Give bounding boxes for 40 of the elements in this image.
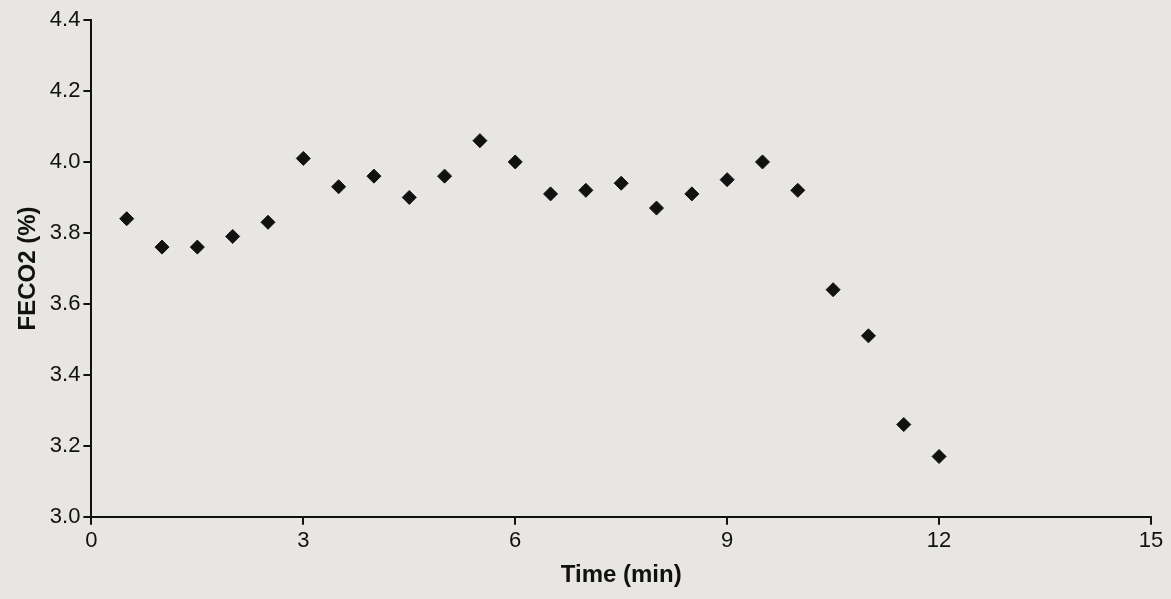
point xyxy=(543,186,559,202)
x-tick-label: 3 xyxy=(297,527,310,553)
point xyxy=(825,282,841,298)
point xyxy=(507,154,523,170)
point xyxy=(896,417,912,433)
point xyxy=(189,239,205,255)
y-tick-label: 3.6 xyxy=(49,289,81,315)
x-tick-label: 9 xyxy=(721,527,734,553)
point xyxy=(578,182,594,198)
point xyxy=(649,200,665,216)
point xyxy=(613,175,629,191)
point xyxy=(754,154,770,170)
point xyxy=(684,186,700,202)
point xyxy=(437,168,453,184)
y-tick-label: 4.4 xyxy=(49,6,81,32)
point xyxy=(401,189,417,205)
point xyxy=(225,228,241,244)
x-tick-label: 15 xyxy=(1138,527,1164,553)
point xyxy=(331,179,347,195)
x-tick-label: 12 xyxy=(926,527,952,553)
y-axis-title: FECO2 (%) xyxy=(13,206,41,331)
y-tick-label: 4.2 xyxy=(49,77,81,103)
point xyxy=(366,168,382,184)
point xyxy=(931,448,947,464)
point xyxy=(719,172,735,188)
y-tick-label: 3.0 xyxy=(49,502,81,528)
point xyxy=(119,211,135,227)
y-tick-label: 3.8 xyxy=(49,218,81,244)
y-tick-label: 4.0 xyxy=(49,148,81,174)
point xyxy=(860,328,876,344)
x-axis-title: Time (min) xyxy=(560,560,682,588)
y-tick-label: 3.4 xyxy=(49,360,81,386)
x-tick-label: 0 xyxy=(85,527,98,553)
point xyxy=(472,133,488,149)
point xyxy=(154,239,170,255)
x-tick-label: 6 xyxy=(509,527,522,553)
point xyxy=(295,150,311,166)
point xyxy=(790,182,806,198)
point xyxy=(260,214,276,230)
y-tick-label: 3.2 xyxy=(49,431,81,457)
